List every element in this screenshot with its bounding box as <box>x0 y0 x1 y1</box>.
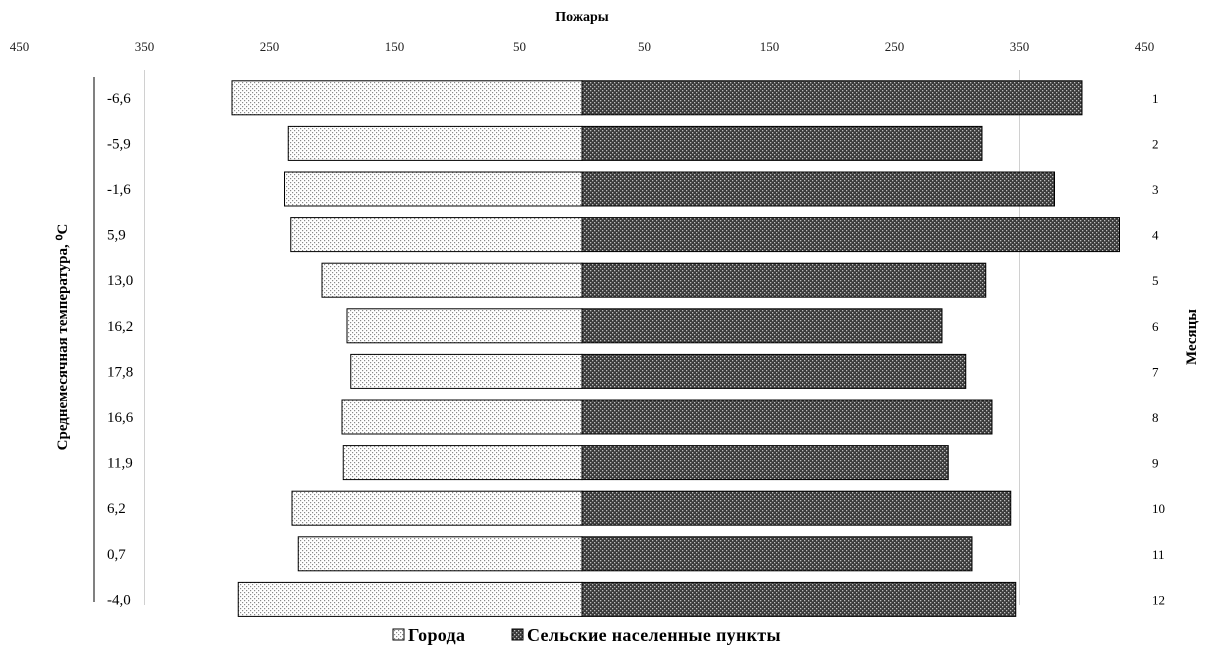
month-label: 5 <box>1152 273 1159 288</box>
temperature-label: 0,7 <box>107 547 126 563</box>
month-label: 6 <box>1152 319 1159 334</box>
x-tick-label: 450 <box>1135 39 1155 54</box>
temperature-label: 13,0 <box>107 273 133 289</box>
bar-selskie <box>581 399 993 435</box>
bar-goroda <box>346 308 583 344</box>
legend-swatch-selskie <box>511 628 524 641</box>
bar-goroda <box>290 217 583 253</box>
bar-goroda <box>284 171 583 207</box>
bar-selskie <box>581 536 973 572</box>
bar-selskie <box>581 353 967 389</box>
temperature-label: 16,2 <box>107 319 133 335</box>
temperature-label: -1,6 <box>107 182 131 198</box>
bar-selskie <box>581 171 1055 207</box>
vertical-gridlines <box>144 70 1020 605</box>
month-label: 11 <box>1152 547 1165 562</box>
chart-title: Пожары <box>555 10 608 25</box>
bar-selskie <box>581 445 949 481</box>
bar-selskie <box>581 217 1120 253</box>
temperature-label: 6,2 <box>107 501 126 517</box>
x-tick-label: 150 <box>760 39 780 54</box>
month-label: 1 <box>1152 91 1159 106</box>
bar-selskie <box>581 80 1083 116</box>
month-label: 12 <box>1152 592 1165 607</box>
temperature-label: -4,0 <box>107 592 131 608</box>
bar-goroda <box>342 445 583 481</box>
bar-goroda <box>291 490 583 526</box>
x-axis-ticks: 450 350 250 150 50 50 150 250 350 450 <box>10 39 1155 54</box>
left-axis-label: Среднемесячная температура, ⁰С <box>55 224 71 451</box>
x-tick-label: 50 <box>513 39 526 54</box>
x-tick-label: 350 <box>135 39 155 54</box>
month-label: 7 <box>1152 364 1159 379</box>
bar-selskie <box>581 125 983 161</box>
bar-goroda <box>321 262 583 298</box>
temperature-label: 11,9 <box>107 456 133 472</box>
bar-selskie <box>581 262 987 298</box>
bar-selskie <box>581 308 943 344</box>
bar-goroda <box>237 581 583 617</box>
x-tick-label: 250 <box>260 39 280 54</box>
legend: Города Сельские населенные пункты <box>392 625 781 645</box>
month-label: 8 <box>1152 410 1159 425</box>
bar-series <box>231 80 1120 617</box>
legend-label-selskie: Сельские населенные пункты <box>527 625 781 645</box>
legend-swatch-goroda <box>392 628 405 641</box>
month-label: 4 <box>1152 228 1159 243</box>
x-tick-label: 150 <box>385 39 405 54</box>
bar-goroda <box>297 536 583 572</box>
month-label: 9 <box>1152 456 1159 471</box>
bar-goroda <box>341 399 583 435</box>
temperature-label: 16,6 <box>107 410 134 426</box>
bar-goroda <box>287 125 583 161</box>
temperature-labels: -6,6 -5,9 -1,6 5,9 13,0 16,2 17,8 16,6 11,9 6,2 0,… <box>107 91 134 609</box>
x-tick-label: 250 <box>885 39 905 54</box>
temperature-label: 5,9 <box>107 228 126 244</box>
legend-label-goroda: Города <box>408 625 465 645</box>
right-axis-label: Месяцы <box>1184 309 1200 365</box>
bar-goroda <box>350 353 583 389</box>
bar-goroda <box>231 80 583 116</box>
x-tick-label: 50 <box>638 39 651 54</box>
x-tick-label: 450 <box>10 39 30 54</box>
month-label: 3 <box>1152 182 1159 197</box>
month-label: 10 <box>1152 501 1165 516</box>
month-label: 2 <box>1152 136 1159 151</box>
bar-selskie <box>581 581 1017 617</box>
x-tick-label: 350 <box>1010 39 1030 54</box>
bar-selskie <box>581 490 1012 526</box>
temperature-label: -5,9 <box>107 136 131 152</box>
temperature-label: 17,8 <box>107 364 133 380</box>
temperature-label: -6,6 <box>107 91 131 107</box>
